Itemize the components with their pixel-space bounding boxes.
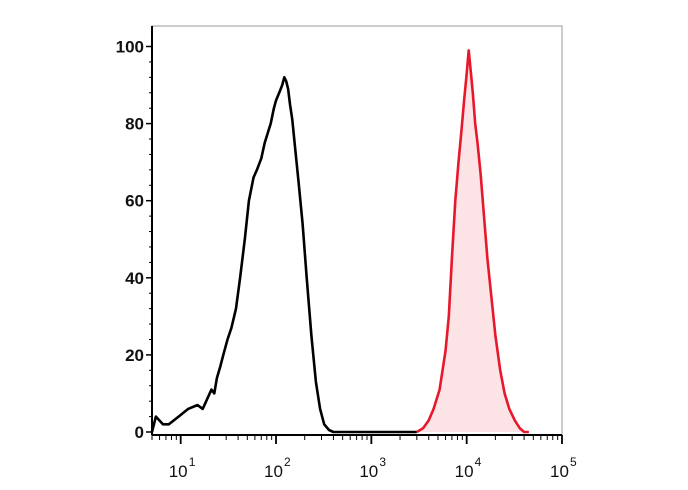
series-1-line	[150, 76, 417, 434]
x-tick-exponent: 3	[379, 455, 386, 469]
x-tick-label: 10	[169, 462, 188, 481]
x-tick-label: 10	[264, 462, 283, 481]
x-tick-label: 10	[359, 462, 378, 481]
y-tick-label: 40	[125, 269, 144, 288]
series-2-area	[416, 50, 529, 433]
x-tick-exponent: 5	[570, 455, 577, 469]
series-2-line	[416, 49, 529, 434]
x-tick-label: 10	[550, 462, 569, 481]
x-tick-exponent: 2	[284, 455, 291, 469]
x-axis-ticks: 10 1 10 2 10 3 10 4 10 5	[151, 435, 577, 481]
y-tick-label: 0	[135, 423, 144, 442]
y-tick-label: 80	[125, 115, 144, 134]
x-tick-label: 10	[455, 462, 474, 481]
series-layer	[150, 49, 529, 434]
x-tick-exponent: 1	[189, 455, 196, 469]
y-tick-label: 20	[125, 346, 144, 365]
y-tick-label: 60	[125, 192, 144, 211]
y-tick-label: 100	[116, 38, 144, 57]
x-tick-exponent: 4	[475, 455, 482, 469]
y-axis-ticks: 0 20 40 60 80 100	[116, 38, 152, 442]
